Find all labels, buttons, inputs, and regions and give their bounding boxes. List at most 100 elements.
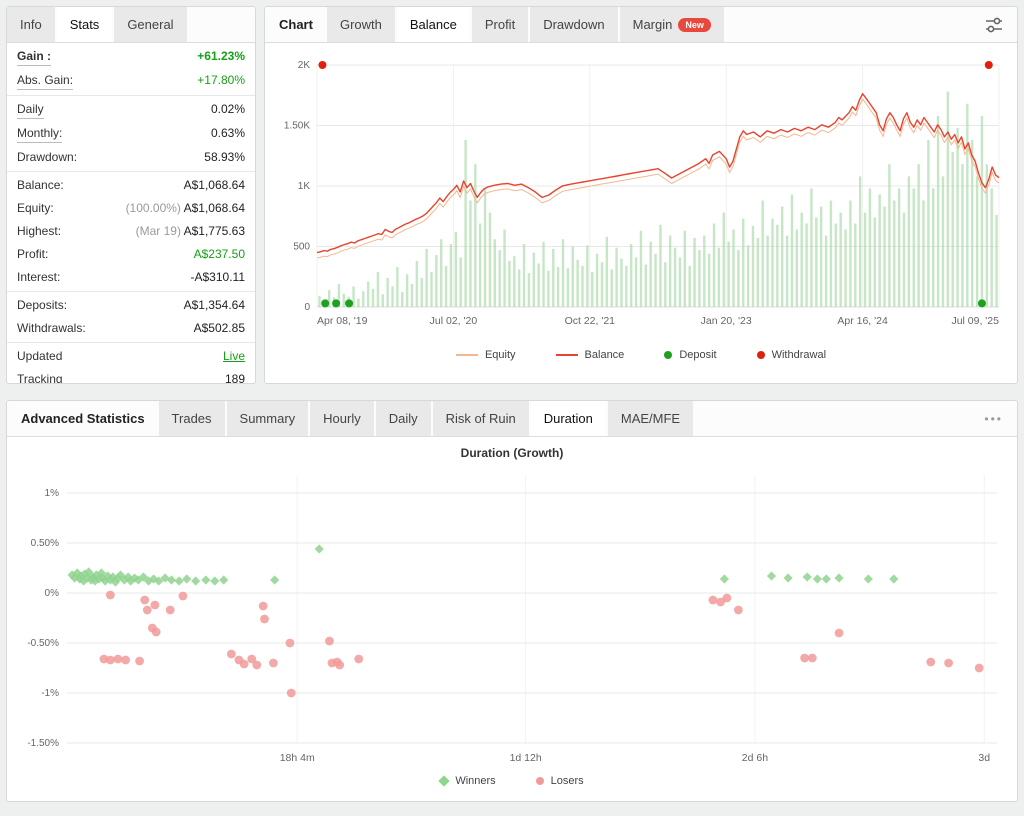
stat-value-text: 189 <box>224 372 245 384</box>
tab-label: Drawdown <box>543 17 605 32</box>
tab-label: Summary <box>239 411 296 426</box>
stat-value-gain: +61.23% <box>197 48 245 65</box>
spacer <box>695 401 970 436</box>
balance-chart: 0 500 1K 1.50K 2K Apr 08, '19 Jul 02, '20 Oct 2… <box>284 60 1000 327</box>
stat-value-text: A$1,068.64 <box>183 178 245 192</box>
legend-diamond-swatch <box>438 775 450 787</box>
chart-tab-drawdown[interactable]: Drawdown <box>530 7 618 42</box>
svg-text:18h 4m: 18h 4m <box>280 752 315 764</box>
equity-bars <box>318 91 998 307</box>
legend-line-swatch <box>455 354 478 356</box>
chart-tab-growth[interactable]: Growth <box>326 7 395 42</box>
stat-label-gain[interactable]: Gain : <box>17 48 52 66</box>
svg-text:2K: 2K <box>298 60 311 71</box>
stats-tabbar: Info Stats General <box>7 7 255 43</box>
stat-value-text: Live <box>222 349 245 363</box>
stat-label-interest: Interest: <box>17 270 61 284</box>
stat-value-text: +61.23% <box>197 49 245 63</box>
chart-tab-margin[interactable]: Margin New <box>619 7 724 42</box>
sliders-icon-svg <box>986 17 1002 32</box>
advanced-tab-daily[interactable]: Daily <box>375 401 431 436</box>
stat-label-updated: Updated <box>17 349 63 363</box>
chart-tab-profit[interactable]: Profit <box>471 7 529 42</box>
svg-text:1K: 1K <box>298 181 311 192</box>
advanced-tab-trades[interactable]: Trades <box>158 401 225 436</box>
balance-legend-withdrawal[interactable]: Withdrawal <box>756 349 826 361</box>
chart-settings-icon[interactable] <box>971 7 1017 42</box>
stat-value-tracking: 189 <box>224 371 245 384</box>
svg-text:0: 0 <box>304 302 310 313</box>
advanced-tab-duration[interactable]: Duration <box>530 401 606 436</box>
svg-text:3d: 3d <box>978 752 990 764</box>
stat-label-daily[interactable]: Daily <box>17 101 44 119</box>
stat-value-text: +17.80% <box>197 73 245 87</box>
svg-text:Oct 22, '21: Oct 22, '21 <box>565 315 616 327</box>
stats-tabs: Info Stats General <box>7 7 189 42</box>
stat-row-updated: Updated Live <box>7 345 255 368</box>
scatter-chart-title: Duration (Growth) <box>460 446 564 460</box>
svg-text:-1.50%: -1.50% <box>27 738 59 749</box>
tab-label: Stats <box>69 17 100 32</box>
svg-text:Apr 16, '24: Apr 16, '24 <box>837 315 888 327</box>
stat-value-abs-gain: +17.80% <box>197 72 245 89</box>
stat-value-withdrawals: A$502.85 <box>194 320 245 337</box>
svg-text:0%: 0% <box>45 588 60 599</box>
advanced-tab-summary[interactable]: Summary <box>226 401 309 436</box>
stat-label-tracking: Tracking <box>17 372 63 384</box>
chart-tab-balance[interactable]: Balance <box>396 7 470 42</box>
legend-label: Equity <box>484 349 516 361</box>
stat-label-equity: Equity: <box>17 201 54 215</box>
svg-text:500: 500 <box>293 242 310 253</box>
stat-value-text: A$1,354.64 <box>183 298 245 312</box>
scatter-legend-winners[interactable]: Winners <box>438 775 496 787</box>
balance-legend-deposit[interactable]: Deposit <box>664 349 717 361</box>
stat-label-drawdown: Drawdown: <box>17 150 78 164</box>
stat-value-equity: (100.00%) A$1,068.64 <box>126 200 245 217</box>
stat-label-monthly[interactable]: Monthly: <box>17 125 63 143</box>
scatter-legend-losers[interactable]: Losers <box>535 775 584 787</box>
advanced-stats-panel: Advanced Statistics Trades Summary Hourly D… <box>6 400 1018 802</box>
stat-value-text: A$1,068.64 <box>183 201 245 215</box>
advanced-stats-tabbar: Advanced Statistics Trades Summary Hourly D… <box>7 401 1017 437</box>
stat-row-profit: Profit: A$237.50 <box>7 243 255 266</box>
stat-value-updated[interactable]: Live <box>223 348 245 365</box>
svg-text:Jan 20, '23: Jan 20, '23 <box>701 315 752 327</box>
new-badge: New <box>678 17 711 32</box>
markers <box>318 61 993 308</box>
advanced-tab-risk-of-ruin[interactable]: Risk of Ruin <box>432 401 529 436</box>
stat-label-abs-gain[interactable]: Abs. Gain: <box>17 72 74 90</box>
tab-label: Trades <box>171 411 212 426</box>
stat-row-withdrawals: Withdrawals: A$502.85 <box>7 317 255 340</box>
svg-text:Jul 02, '20: Jul 02, '20 <box>430 315 478 327</box>
stat-value-monthly: 0.63% <box>211 125 245 142</box>
stat-row-gain: Gain : +61.23% <box>7 45 255 69</box>
stat-label-withdrawals: Withdrawals: <box>17 321 86 335</box>
chart-tabbar: Chart Growth Balance Profit Drawdown Margin N… <box>265 7 1017 43</box>
stat-value-prefix: (Mar 19) <box>135 224 184 238</box>
stat-value-profit: A$237.50 <box>194 246 245 263</box>
more-options-icon[interactable]: ••• <box>984 411 1003 426</box>
stat-row-highest: Highest: (Mar 19) A$1,775.63 <box>7 220 255 243</box>
stat-row-deposits: Deposits: A$1,354.64 <box>7 294 255 317</box>
stat-value-highest: (Mar 19) A$1,775.63 <box>136 223 245 240</box>
tab-label: Balance <box>409 17 457 32</box>
balance-legend-balance[interactable]: Balance <box>555 349 624 361</box>
stat-row-interest: Interest: -A$310.11 <box>7 266 255 289</box>
svg-text:1d 12h: 1d 12h <box>510 752 542 764</box>
spacer <box>726 7 971 42</box>
stats-tab-general[interactable]: General <box>114 7 187 42</box>
stat-value-text: -A$310.11 <box>190 270 246 284</box>
stats-tab-stats[interactable]: Stats <box>56 7 113 42</box>
advanced-tab-mae-mfe[interactable]: MAE/MFE <box>607 401 694 436</box>
x-axis-labels: 18h 4m 1d 12h 2d 6h 3d <box>280 752 991 764</box>
advanced-tab-hourly[interactable]: Hourly <box>310 401 374 436</box>
balance-legend-equity[interactable]: Equity <box>455 349 516 361</box>
stats-group-1: Gain : +61.23% Abs. Gain: +17.80% <box>7 43 255 96</box>
advanced-stats-tabs: Trades Summary Hourly Daily Risk of Ruin Dura… <box>158 401 696 436</box>
stats-group-5: Updated Live Tracking 189 <box>7 343 255 384</box>
top-row: Info Stats General Gain : +61.23% Abs. Gain:… <box>6 6 1018 384</box>
legend-dot-swatch <box>664 351 673 359</box>
balance-line <box>316 93 1000 254</box>
stats-tab-info[interactable]: Info <box>7 7 55 42</box>
